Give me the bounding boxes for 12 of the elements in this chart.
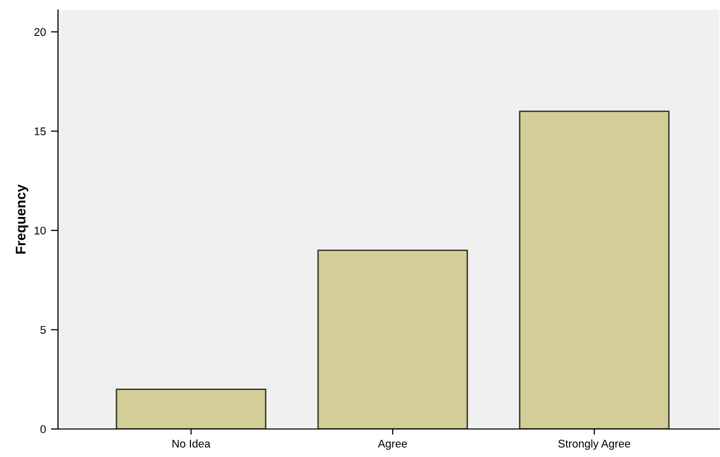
y-tick-label: 20 <box>34 28 46 36</box>
x-tick-label: Strongly Agree <box>558 439 630 450</box>
y-tick-label: 15 <box>34 128 46 136</box>
x-tick-label: Agree <box>378 440 408 450</box>
y-tick-label: 0 <box>40 425 46 434</box>
y-tick-label: 5 <box>40 326 46 334</box>
y-tick-label: 10 <box>34 226 46 235</box>
bar <box>317 250 468 429</box>
bar <box>116 388 266 429</box>
y-axis-title: Frequency <box>16 184 28 254</box>
bar <box>518 110 670 429</box>
x-tick-label: No Idea <box>172 439 211 448</box>
